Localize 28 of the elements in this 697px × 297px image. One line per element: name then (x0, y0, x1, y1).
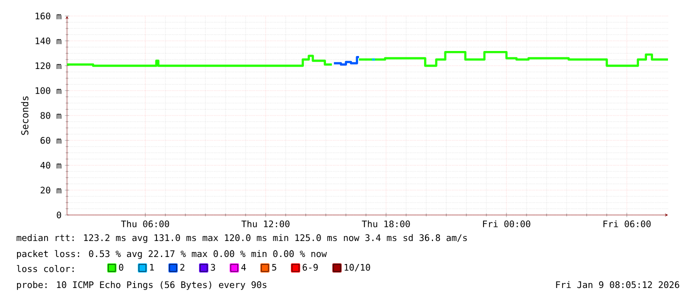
y-tick-label: 100 m (36, 87, 62, 94)
legend-label: 5 (272, 264, 276, 271)
y-tick-label: 140 m (36, 37, 62, 44)
legend-label: 1 (150, 264, 154, 271)
text: probe: 10 ICMP Echo Pings (56 Bytes) every 90s (17, 281, 266, 290)
x-tick-label: Thu 18:00 (362, 220, 410, 228)
y-tick-label: 0 (56, 212, 62, 218)
y-tick-label: 60 m (40, 136, 62, 144)
x-tick-label: Thu 06:00 (121, 220, 170, 228)
x-tick-label: Thu 12:00 (241, 220, 290, 228)
text: median rtt: 123.2 ms avg 131.0 ms max 120.0 ms min 125.0 ms now 3.4 ms sd 36.8 am/s (16, 234, 467, 243)
legend-label: 2 (180, 264, 184, 271)
y-tick-label: 20 m (40, 186, 62, 194)
legend-title: loss color: (16, 265, 74, 272)
legend-label: 4 (241, 264, 246, 271)
x-tick-label: Fri 06:00 (603, 220, 651, 228)
legend-label: 10/10 (344, 264, 370, 272)
y-tick-label: 40 m (40, 162, 62, 169)
legend-label: 3 (210, 264, 216, 271)
y-tick-label: 120 m (36, 62, 62, 70)
text: Fri Jan 9 08:05:12 2026 (556, 281, 680, 288)
x-tick-label: Fri 00:00 (483, 220, 530, 228)
y-tick-label: 80 m (40, 112, 62, 119)
y-axis-title: Seconds (21, 96, 28, 135)
text: packet loss: 0.53 % avg 22.17 % max 0.00 % min 0.00 % now (17, 250, 327, 259)
legend-label: 6-9 (302, 264, 318, 271)
legend-label: 0 (119, 264, 124, 271)
y-tick-label: 160 m (36, 12, 62, 20)
